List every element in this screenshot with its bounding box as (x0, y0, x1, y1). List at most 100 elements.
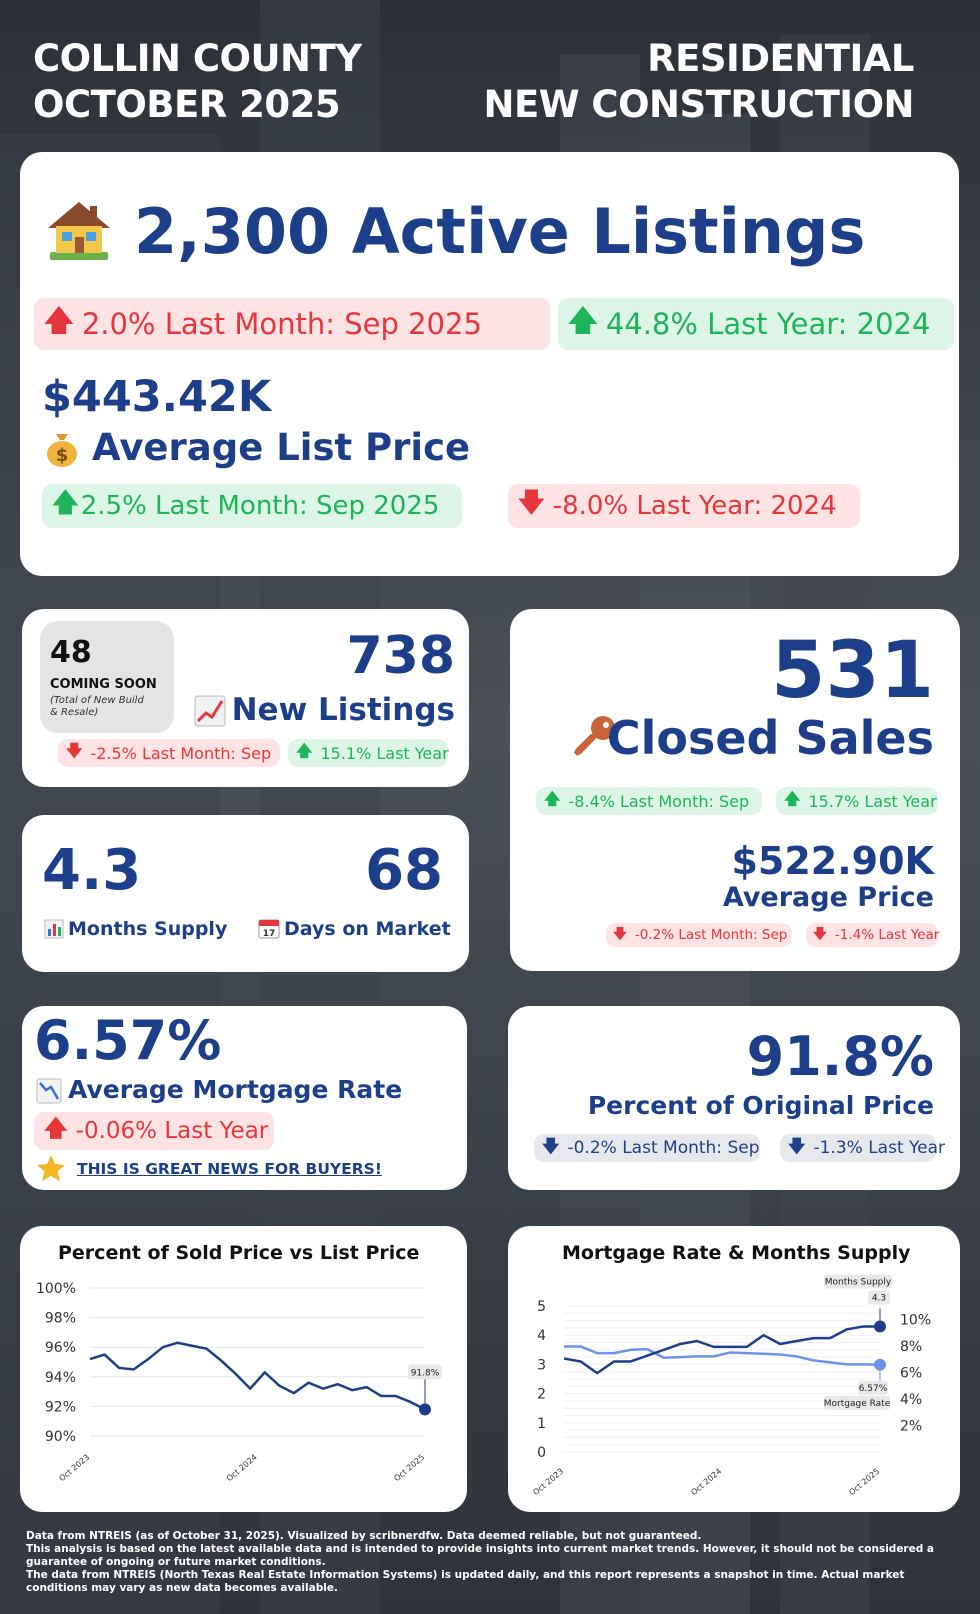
chart2-y-right-tick: 6% (900, 1365, 922, 1381)
footer-disclaimer: This analysis is based on the latest ava… (26, 1543, 934, 1568)
list-price-last-month-text: 2.5% Last Month: Sep 2025 (80, 491, 440, 521)
chart2-mortgage-rate-line (564, 1345, 881, 1367)
chart1-end-label: 91.8% (411, 1368, 440, 1378)
chart2-y-left-tick: 2 (537, 1387, 546, 1403)
bar-chart-icon (44, 919, 64, 939)
chart2-x-label: Oct 2023 (531, 1467, 565, 1498)
coming-soon-value: 48 (50, 635, 92, 670)
chart1-series-line (89, 1341, 426, 1411)
header-subcategory: NEW CONSTRUCTION (483, 83, 914, 126)
active-last-year-text: 44.8% Last Year: 2024 (605, 307, 931, 341)
chart2-months-supply-line (563, 1325, 880, 1375)
chart2-mortgage-title: Mortgage Rate (824, 1399, 891, 1409)
original-price-last-year-text: -1.3% Last Year (813, 1138, 946, 1158)
list-price-last-year-badge: 🡇 -8.0% Last Year: 2024 (508, 484, 860, 528)
original-price-card: 91.8% Percent of Original Price 🡇 -0.2% … (508, 1006, 960, 1190)
chart1-y-tick: 90% (45, 1429, 76, 1445)
header-county: COLLIN COUNTY (33, 37, 362, 80)
mortgage-rate-label: Average Mortgage Rate (68, 1075, 403, 1104)
months-supply-value: 4.3 (42, 838, 142, 903)
key-icon (573, 716, 615, 756)
chart1-y-tick: 96% (45, 1340, 76, 1356)
original-price-last-year-badge: 🡇 -1.3% Last Year (780, 1134, 945, 1162)
house-icon (48, 202, 110, 260)
list-price-label: Average List Price (92, 426, 471, 469)
arrow-down-icon: 🡇 (518, 488, 545, 518)
arrow-down-icon: 🡇 (66, 740, 83, 760)
header-left: COLLIN COUNTY OCTOBER 2025 (33, 36, 362, 128)
closed-price-last-month-text: -0.2% Last Month: Sep (634, 927, 788, 943)
closed-avg-price-value: $522.90K (731, 839, 934, 883)
money-bag-icon: $ (47, 434, 77, 467)
svg-text:$: $ (56, 445, 69, 466)
new-listings-last-month-badge: 🡇 -2.5% Last Month: Sep (58, 739, 280, 767)
mortgage-supply-chart: 5 4 3 2 1 0 10% 8% 6% 4% 2% Months Supply 4.3 6.57% Mo… (531, 1274, 931, 1498)
original-price-last-month-text: -0.2% Last Month: Sep (567, 1138, 760, 1158)
original-price-last-month-badge: 🡇 -0.2% Last Month: Sep (534, 1134, 760, 1162)
coming-soon-label: COMING SOON (50, 677, 157, 692)
arrow-down-icon: 🡇 (788, 1136, 806, 1157)
arrow-up-icon: 🡅 (568, 302, 598, 337)
active-last-month-badge: 🡅 2.0% Last Month: Sep 2025 (34, 298, 550, 350)
header-category: RESIDENTIAL (647, 37, 914, 80)
new-listings-label: New Listings (231, 692, 455, 728)
list-price-value: $443.42K (42, 372, 272, 422)
mortgage-rate-card: 6.57% Average Mortgage Rate 🡅 -0.06% Las… (22, 1006, 467, 1190)
chart-decreasing-icon (36, 1078, 62, 1104)
closed-sales-label: Closed Sales (606, 711, 934, 765)
chart2-y-left-tick: 4 (537, 1328, 546, 1344)
closed-last-month-text: -8.4% Last Month: Sep (568, 791, 750, 811)
closed-last-month-badge: 🡅 -8.4% Last Month: Sep (536, 787, 762, 815)
footer-ntreis-note: The data from NTREIS (North Texas Real E… (26, 1569, 905, 1594)
coming-soon-note: (Total of New Build & Resale) (50, 695, 144, 718)
chart2-y-left-tick: 3 (537, 1357, 546, 1373)
chart2-supply-title-bg (824, 1274, 892, 1289)
arrow-up-icon: 🡅 (52, 488, 79, 518)
new-listings-value: 738 (346, 626, 455, 686)
closed-sales-value: 531 (771, 626, 934, 716)
new-listings-last-year-badge: 🡅 15.1% Last Year (288, 739, 449, 767)
chart1-end-point (419, 1403, 431, 1416)
chart2-title: Mortgage Rate & Months Supply (562, 1242, 911, 1264)
chart1-x-label: Oct 2023 (57, 1453, 91, 1484)
original-price-label: Percent of Original Price (587, 1091, 934, 1120)
arrow-up-icon: 🡅 (544, 788, 561, 808)
active-last-year-badge: 🡅 44.8% Last Year: 2024 (558, 298, 954, 350)
svg-text:17: 17 (263, 929, 276, 939)
chart1-x-label: Oct 2024 (225, 1453, 259, 1484)
chart1-y-tick: 100% (36, 1281, 76, 1297)
mortgage-supply-chart-card: Mortgage Rate & Months Supply 5 4 3 2 1 0 10% 8… (508, 1226, 960, 1512)
list-price-last-year-text: -8.0% Last Year: 2024 (552, 491, 837, 521)
active-last-month-text: 2.0% Last Month: Sep 2025 (81, 307, 482, 341)
chart1-y-tick: 92% (45, 1399, 76, 1415)
new-listings-last-year-text: 15.1% Last Year (320, 743, 449, 763)
active-listings-card: 2,300 Active Listings 🡅 2.0% Last Month:… (20, 152, 959, 576)
closed-avg-price-label: Average Price (722, 882, 934, 913)
closed-last-year-text: 15.7% Last Year (808, 791, 937, 811)
great-news-link[interactable]: THIS IS GREAT NEWS FOR BUYERS! (77, 1160, 382, 1178)
original-price-value: 91.8% (746, 1025, 934, 1088)
chart2-supply-title: Months Supply (825, 1277, 892, 1287)
arrow-up-icon: 🡅 (296, 740, 313, 760)
mortgage-rate-value: 6.57% (34, 1009, 222, 1072)
arrow-down-icon: 🡇 (613, 925, 627, 942)
list-price-last-month-badge: 🡅 2.5% Last Month: Sep 2025 (42, 484, 462, 528)
closed-last-year-badge: 🡅 15.7% Last Year (776, 787, 938, 815)
chart2-y-right-tick: 8% (900, 1339, 922, 1355)
months-supply-label: Months Supply (68, 918, 228, 940)
arrow-down-icon: 🡇 (813, 925, 827, 942)
mortgage-last-year-text: -0.06% Last Year (75, 1118, 269, 1144)
calendar-icon: 17 (258, 919, 280, 939)
chart1-x-label: Oct 2025 (392, 1453, 426, 1484)
chart2-mortgage-end-point (874, 1358, 886, 1371)
arrow-up-icon: 🡅 (44, 1115, 68, 1142)
supply-card: 4.3 68 Months Supply 17 Days on Market (22, 815, 469, 972)
days-on-market-value: 68 (365, 838, 443, 903)
header-right: RESIDENTIAL NEW CONSTRUCTION (483, 36, 914, 128)
chart2-mortgage-value: 6.57% (859, 1384, 888, 1394)
closed-price-last-month-badge: 🡇 -0.2% Last Month: Sep (606, 923, 792, 947)
new-listings-last-month-text: -2.5% Last Month: Sep (90, 743, 272, 763)
active-listings-value: 2,300 Active Listings (134, 195, 866, 268)
chart-increasing-icon (194, 695, 226, 727)
chart1-title: Percent of Sold Price vs List Price (58, 1242, 420, 1264)
